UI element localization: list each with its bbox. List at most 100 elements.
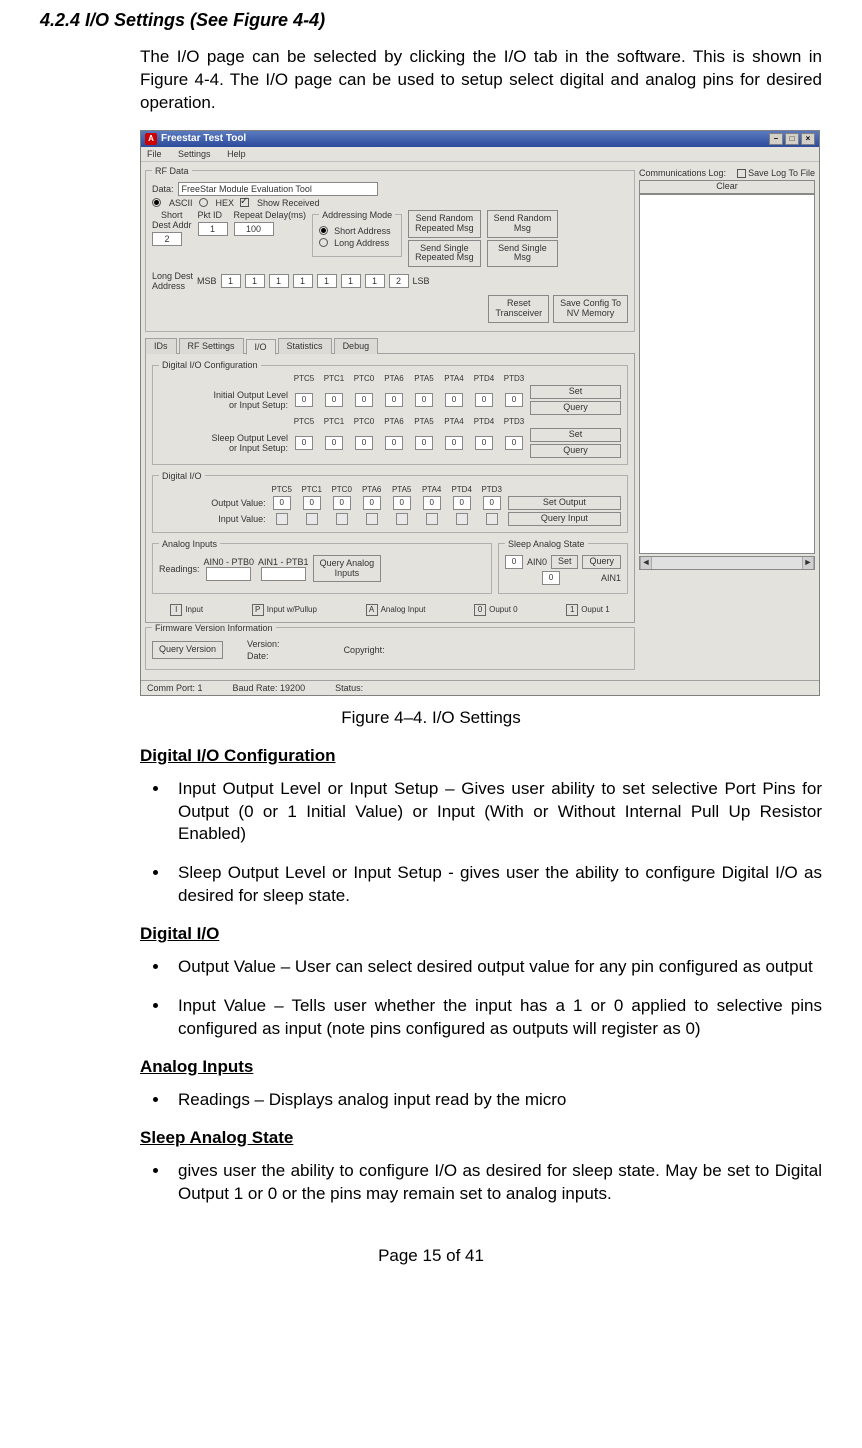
maximize-button[interactable]: □ [785,133,799,145]
legend-analog-icon: A [366,604,378,616]
long-addr-radio[interactable] [319,238,328,247]
clear-log-button[interactable]: Clear [639,180,815,194]
set-output-button[interactable]: Set Output [508,496,621,510]
sleep-pin[interactable]: 0 [385,436,403,450]
tab-statistics[interactable]: Statistics [278,338,332,354]
long-addr-1[interactable]: 1 [245,274,265,288]
sleep-ain0-val[interactable]: 0 [505,555,523,569]
initial-pin[interactable]: 0 [445,393,463,407]
lsb-label: LSB [413,276,430,286]
sleep-pin[interactable]: 0 [475,436,493,450]
page-number: Page 15 of 41 [40,1246,822,1266]
initial-pin[interactable]: 0 [355,393,373,407]
long-addr-5[interactable]: 1 [341,274,361,288]
tab-debug[interactable]: Debug [334,338,379,354]
data-input[interactable]: FreeStar Module Evaluation Tool [178,182,378,196]
send-single-button[interactable]: Send Single Msg [487,240,559,268]
send-single-repeated-button[interactable]: Send Single Repeated Msg [408,240,481,268]
output-pin[interactable]: 0 [273,496,291,510]
short-addr-radio[interactable] [319,226,328,235]
send-random-button[interactable]: Send Random Msg [487,210,559,238]
dio-config-legend: Digital I/O Configuration [159,360,261,370]
sleep-pin[interactable]: 0 [445,436,463,450]
initial-set-button[interactable]: Set [530,385,621,399]
ain0-reading [206,567,251,581]
repeat-delay-input[interactable]: 100 [234,222,274,236]
window-title: Freestar Test Tool [161,133,246,144]
show-received-checkbox[interactable] [240,198,249,207]
scroll-left-icon[interactable]: ◄ [640,557,652,569]
save-log-checkbox[interactable] [737,169,746,178]
initial-pin[interactable]: 0 [385,393,403,407]
pin-hdr: PTD3 [478,485,506,494]
query-analog-button[interactable]: Query Analog Inputs [313,555,382,583]
pin-hdr: PTA5 [410,374,438,383]
menu-help[interactable]: Help [227,149,246,159]
horizontal-scrollbar[interactable]: ◄► [639,556,815,570]
app-window: A Freestar Test Tool – □ × File Settings… [140,130,820,696]
input-pin [306,513,318,525]
minimize-button[interactable]: – [769,133,783,145]
output-pin[interactable]: 0 [393,496,411,510]
sleep-query-button[interactable]: Query [530,444,621,458]
legend-out0-label: Ouput 0 [489,605,517,614]
pkt-id-input[interactable]: 1 [198,222,228,236]
long-addr-7[interactable]: 2 [389,274,409,288]
menu-file[interactable]: File [147,149,162,159]
hex-radio[interactable] [199,198,208,207]
input-pin [456,513,468,525]
initial-output-label: Initial Output Level or Input Setup: [159,390,288,410]
menu-settings[interactable]: Settings [178,149,211,159]
pin-hdr: PTD3 [500,417,528,426]
reset-transceiver-button[interactable]: Reset Transceiver [488,295,549,323]
scroll-right-icon[interactable]: ► [802,557,814,569]
sleep-pin[interactable]: 0 [325,436,343,450]
initial-pin[interactable]: 0 [505,393,523,407]
hex-label: HEX [216,198,235,208]
output-pin[interactable]: 0 [483,496,501,510]
initial-pin[interactable]: 0 [475,393,493,407]
sleep-analog-heading: Sleep Analog State [140,1128,822,1148]
long-addr-6[interactable]: 1 [365,274,385,288]
sleep-pin[interactable]: 0 [505,436,523,450]
save-config-button[interactable]: Save Config To NV Memory [553,295,628,323]
pin-hdr: PTC0 [350,417,378,426]
output-pin[interactable]: 0 [423,496,441,510]
long-addr-0[interactable]: 1 [221,274,241,288]
query-input-button[interactable]: Query Input [508,512,621,526]
sleep-pin[interactable]: 0 [295,436,313,450]
long-addr-2[interactable]: 1 [269,274,289,288]
comm-log-textarea[interactable] [639,194,815,554]
long-addr-label: Long Address [334,238,389,248]
sleep-analog-set-button[interactable]: Set [551,555,579,569]
status-comm-port: Comm Port: 1 [147,683,203,693]
long-addr-4[interactable]: 1 [317,274,337,288]
ascii-radio[interactable] [152,198,161,207]
initial-pin[interactable]: 0 [325,393,343,407]
close-button[interactable]: × [801,133,815,145]
sleep-ain1-val[interactable]: 0 [542,571,560,585]
short-dest-input[interactable]: 2 [152,232,182,246]
output-pin[interactable]: 0 [333,496,351,510]
bullet: gives user the ability to configure I/O … [170,1160,822,1206]
initial-query-button[interactable]: Query [530,401,621,415]
long-addr-3[interactable]: 1 [293,274,313,288]
sleep-pin[interactable]: 0 [355,436,373,450]
initial-pin[interactable]: 0 [295,393,313,407]
pin-hdr: PTA4 [418,485,446,494]
tab-rf-settings[interactable]: RF Settings [179,338,244,354]
send-random-repeated-button[interactable]: Send Random Repeated Msg [408,210,481,238]
pin-hdr: PTD4 [448,485,476,494]
tab-ids[interactable]: IDs [145,338,177,354]
sleep-analog-query-button[interactable]: Query [582,555,621,569]
tab-io[interactable]: I/O [246,339,276,355]
addr-mode-legend: Addressing Mode [319,210,395,220]
output-pin[interactable]: 0 [363,496,381,510]
query-version-button[interactable]: Query Version [152,641,223,659]
output-pin[interactable]: 0 [453,496,471,510]
pin-hdr: PTD4 [470,417,498,426]
sleep-pin[interactable]: 0 [415,436,433,450]
initial-pin[interactable]: 0 [415,393,433,407]
output-pin[interactable]: 0 [303,496,321,510]
sleep-set-button[interactable]: Set [530,428,621,442]
